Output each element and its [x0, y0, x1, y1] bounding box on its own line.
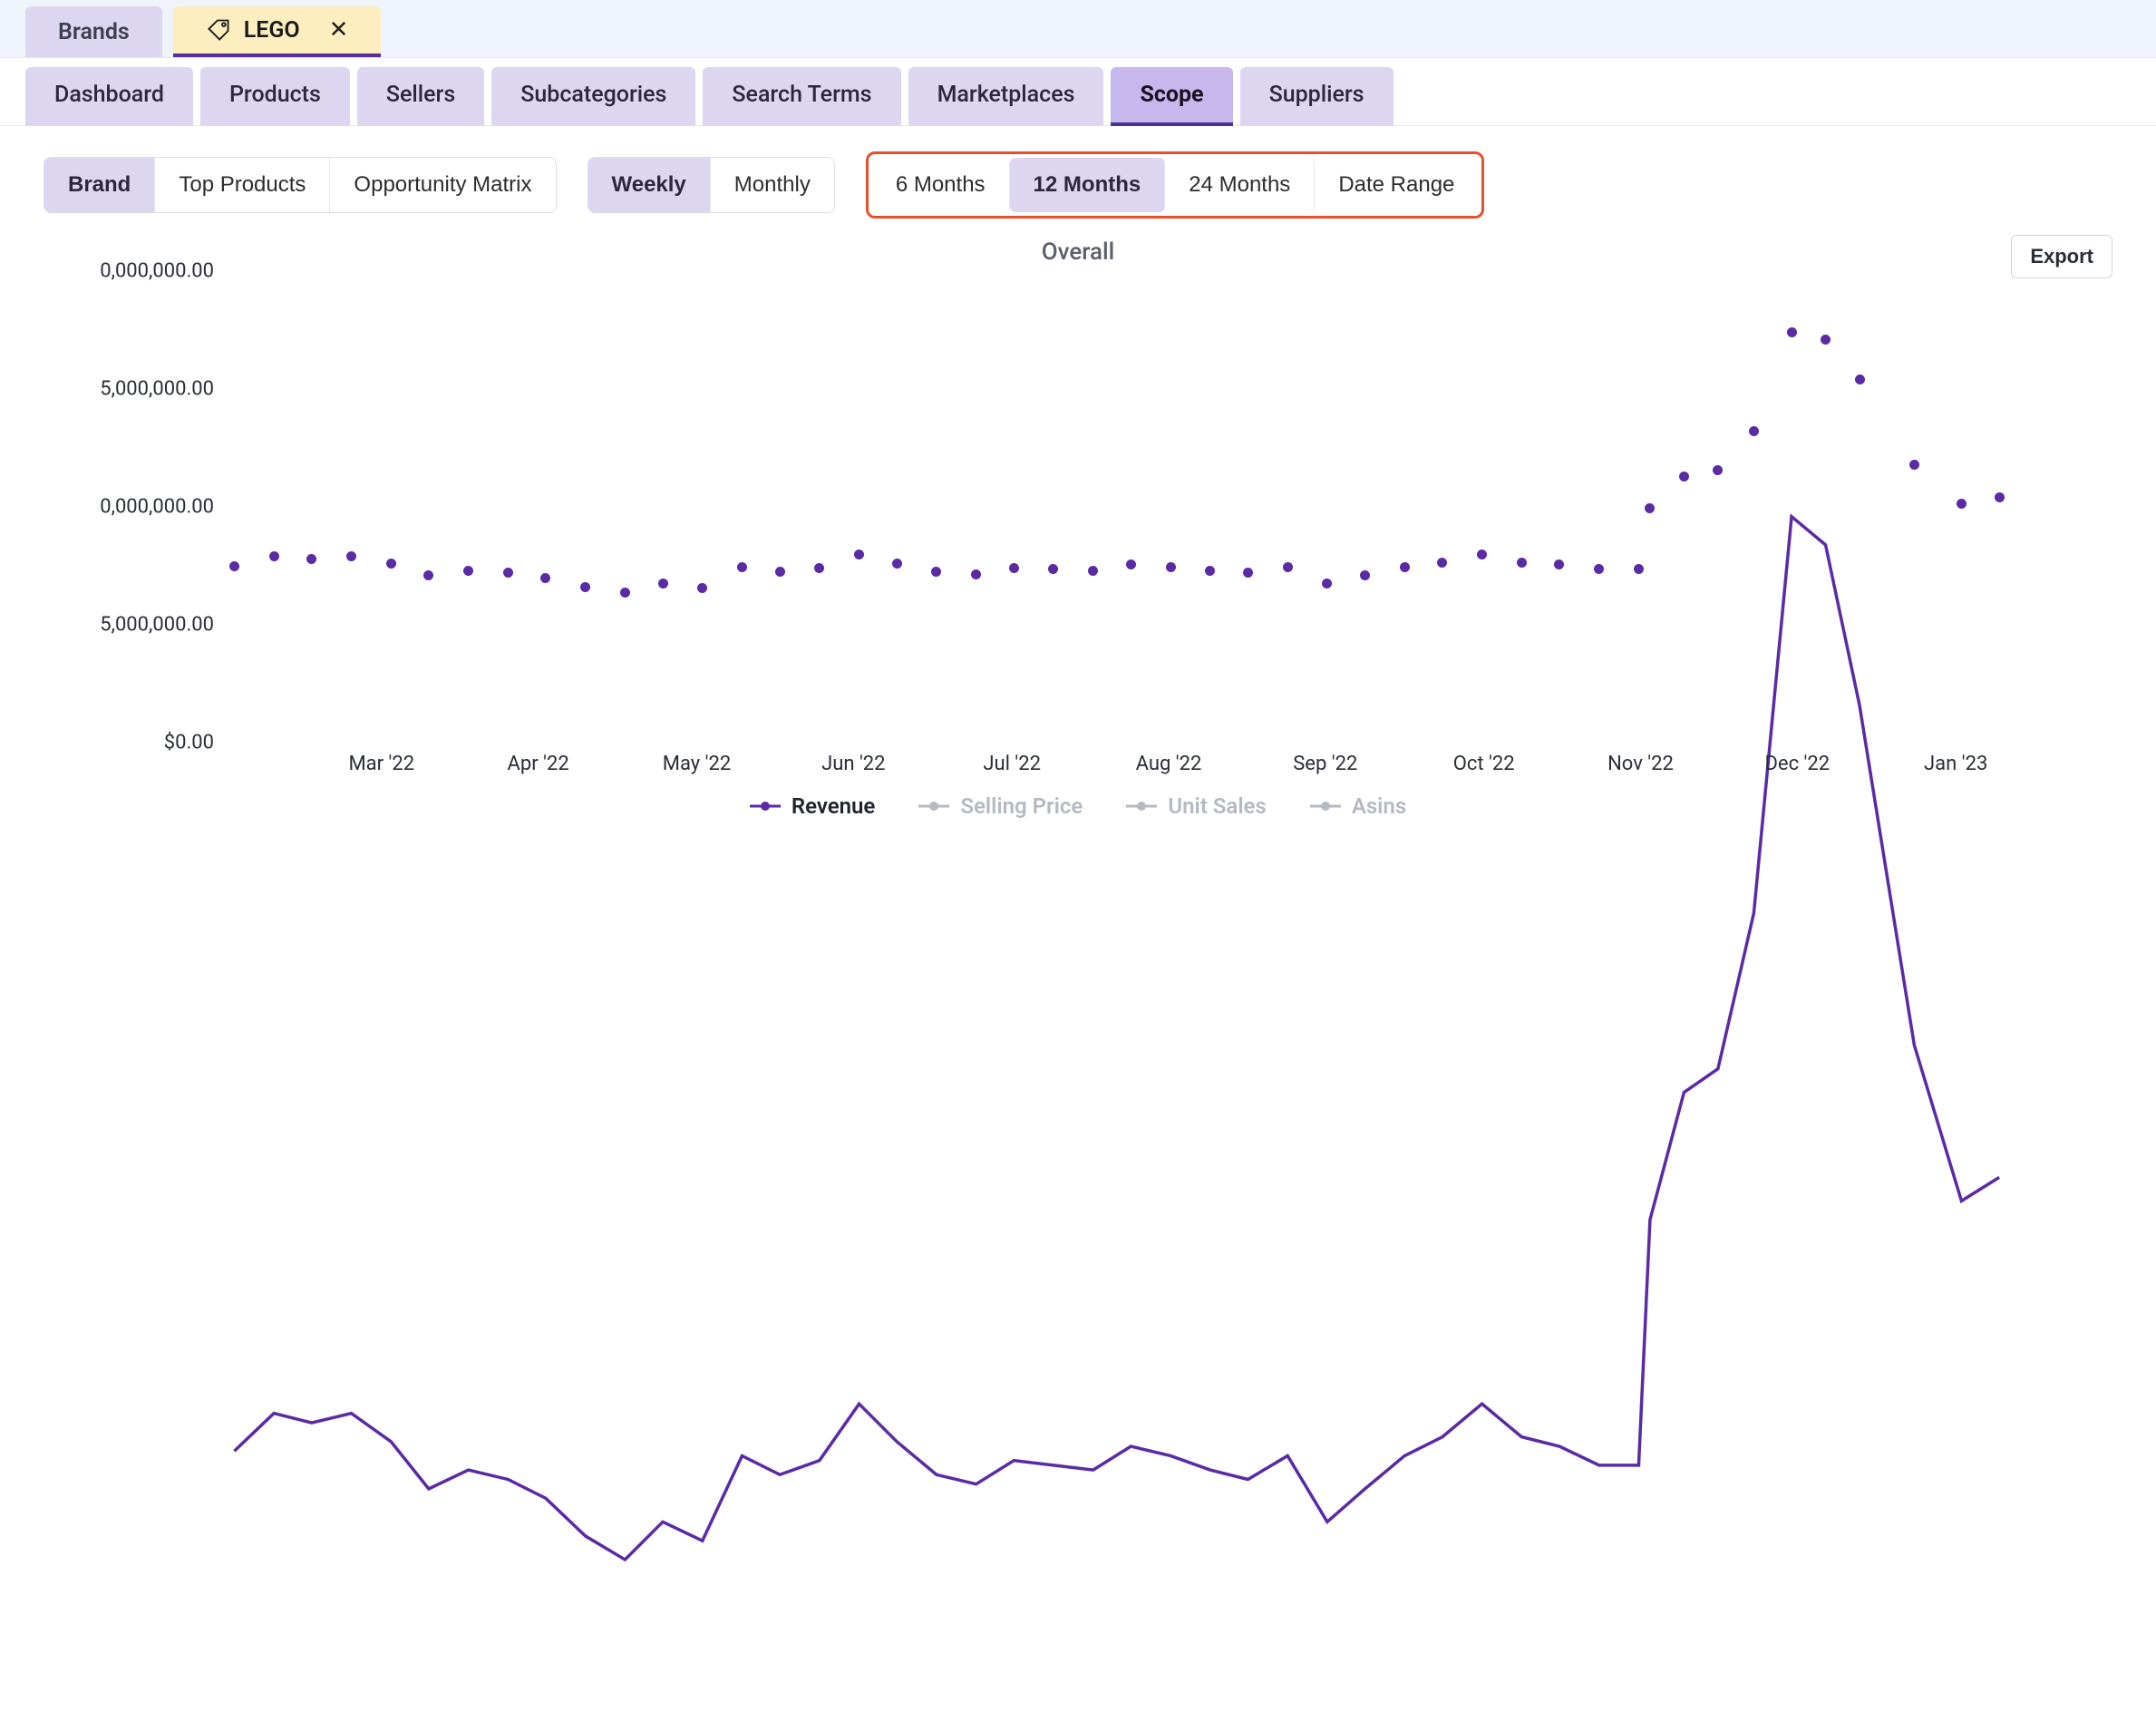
data-point: [1957, 499, 1967, 509]
y-tick: 5,000,000.00: [44, 614, 214, 637]
data-point: [1437, 558, 1447, 568]
range-option-date-range[interactable]: Date Range: [1315, 158, 1478, 212]
nav-tab-subcategories[interactable]: Subcategories: [491, 67, 695, 126]
data-point: [269, 551, 279, 561]
range-option-24-months[interactable]: 24 Months: [1165, 158, 1315, 212]
data-point: [854, 550, 864, 559]
data-point: [1909, 460, 1919, 470]
workspace-tab-lego[interactable]: LEGO ✕: [173, 6, 382, 57]
x-tick: May '22: [663, 753, 731, 775]
x-tick: Dec '22: [1764, 753, 1830, 775]
range-option-12-months[interactable]: 12 Months: [1010, 158, 1166, 212]
data-point: [1995, 492, 2005, 502]
nav-tab-scope[interactable]: Scope: [1111, 67, 1232, 126]
data-point: [1360, 570, 1370, 580]
plot-area: 0,000,000.005,000,000.000,000,000.005,00…: [44, 271, 2112, 743]
data-point: [1166, 562, 1176, 572]
plot: Mar '22Apr '22May '22Jun '22Jul '22Aug '…: [225, 271, 2112, 743]
data-point: [737, 562, 747, 572]
nav-tab-sellers[interactable]: Sellers: [357, 67, 484, 126]
workspace-tab-brands-label: Brands: [58, 19, 130, 45]
x-tick: Nov '22: [1607, 753, 1674, 775]
data-point: [1400, 562, 1410, 572]
x-tick: Jan '23: [1924, 753, 1987, 775]
data-point: [1126, 559, 1136, 569]
section-tab-bar: DashboardProductsSellersSubcategoriesSea…: [0, 58, 2156, 126]
data-point: [580, 582, 590, 592]
workspace-tab-lego-label: LEGO: [244, 17, 300, 44]
y-tick: 0,000,000.00: [44, 260, 214, 283]
chart-title: Overall: [1042, 238, 1115, 266]
workspace-tab-brands[interactable]: Brands: [25, 6, 162, 57]
x-tick: Jun '22: [821, 753, 885, 775]
data-point: [1821, 335, 1831, 345]
nav-tab-suppliers[interactable]: Suppliers: [1240, 67, 1394, 126]
data-point: [971, 569, 981, 579]
data-point: [229, 561, 239, 571]
data-point: [386, 559, 396, 569]
tag-icon: [206, 17, 231, 43]
y-tick: 0,000,000.00: [44, 496, 214, 519]
nav-tab-products[interactable]: Products: [200, 67, 350, 126]
view-selector: BrandTop ProductsOpportunity Matrix: [44, 157, 557, 213]
nav-tab-dashboard[interactable]: Dashboard: [25, 67, 193, 126]
close-icon[interactable]: ✕: [329, 16, 349, 44]
data-point: [540, 573, 550, 583]
data-point: [1679, 472, 1689, 482]
data-point: [1283, 562, 1293, 572]
y-tick: 5,000,000.00: [44, 378, 214, 401]
period-option-weekly[interactable]: Weekly: [588, 158, 711, 212]
chart-container: Overall Export 0,000,000.005,000,000.000…: [44, 238, 2112, 819]
y-tick: $0.00: [44, 732, 214, 754]
x-tick: Mar '22: [348, 753, 414, 775]
data-point: [1009, 563, 1019, 573]
view-option-brand[interactable]: Brand: [44, 158, 155, 212]
data-point: [1517, 558, 1527, 568]
data-point: [306, 554, 316, 564]
range-selector: 6 Months12 Months24 MonthsDate Range: [866, 151, 1485, 219]
data-point: [658, 579, 668, 588]
data-point: [346, 551, 356, 561]
data-point: [1787, 327, 1797, 337]
data-point: [775, 567, 785, 577]
x-tick: Aug '22: [1136, 753, 1202, 775]
x-tick: Jul '22: [983, 753, 1041, 775]
data-point: [463, 566, 473, 576]
revenue-line: [225, 271, 2112, 1712]
data-point: [892, 559, 902, 569]
data-point: [1477, 550, 1487, 559]
range-option-6-months[interactable]: 6 Months: [872, 158, 1010, 212]
y-axis: 0,000,000.005,000,000.000,000,000.005,00…: [44, 271, 225, 743]
data-point: [1088, 566, 1098, 576]
filter-bar: BrandTop ProductsOpportunity Matrix Week…: [0, 126, 2156, 226]
nav-tab-marketplaces[interactable]: Marketplaces: [908, 67, 1104, 126]
x-tick: Oct '22: [1453, 753, 1515, 775]
data-point: [1205, 566, 1215, 576]
view-option-opportunity-matrix[interactable]: Opportunity Matrix: [330, 158, 555, 212]
x-tick: Sep '22: [1293, 753, 1357, 775]
workspace-tab-strip: Brands LEGO ✕: [0, 0, 2156, 58]
period-option-monthly[interactable]: Monthly: [711, 158, 834, 212]
data-point: [1855, 374, 1865, 384]
x-tick: Apr '22: [508, 753, 569, 775]
period-selector: WeeklyMonthly: [588, 157, 835, 213]
nav-tab-search-terms[interactable]: Search Terms: [703, 67, 900, 126]
view-option-top-products[interactable]: Top Products: [155, 158, 330, 212]
